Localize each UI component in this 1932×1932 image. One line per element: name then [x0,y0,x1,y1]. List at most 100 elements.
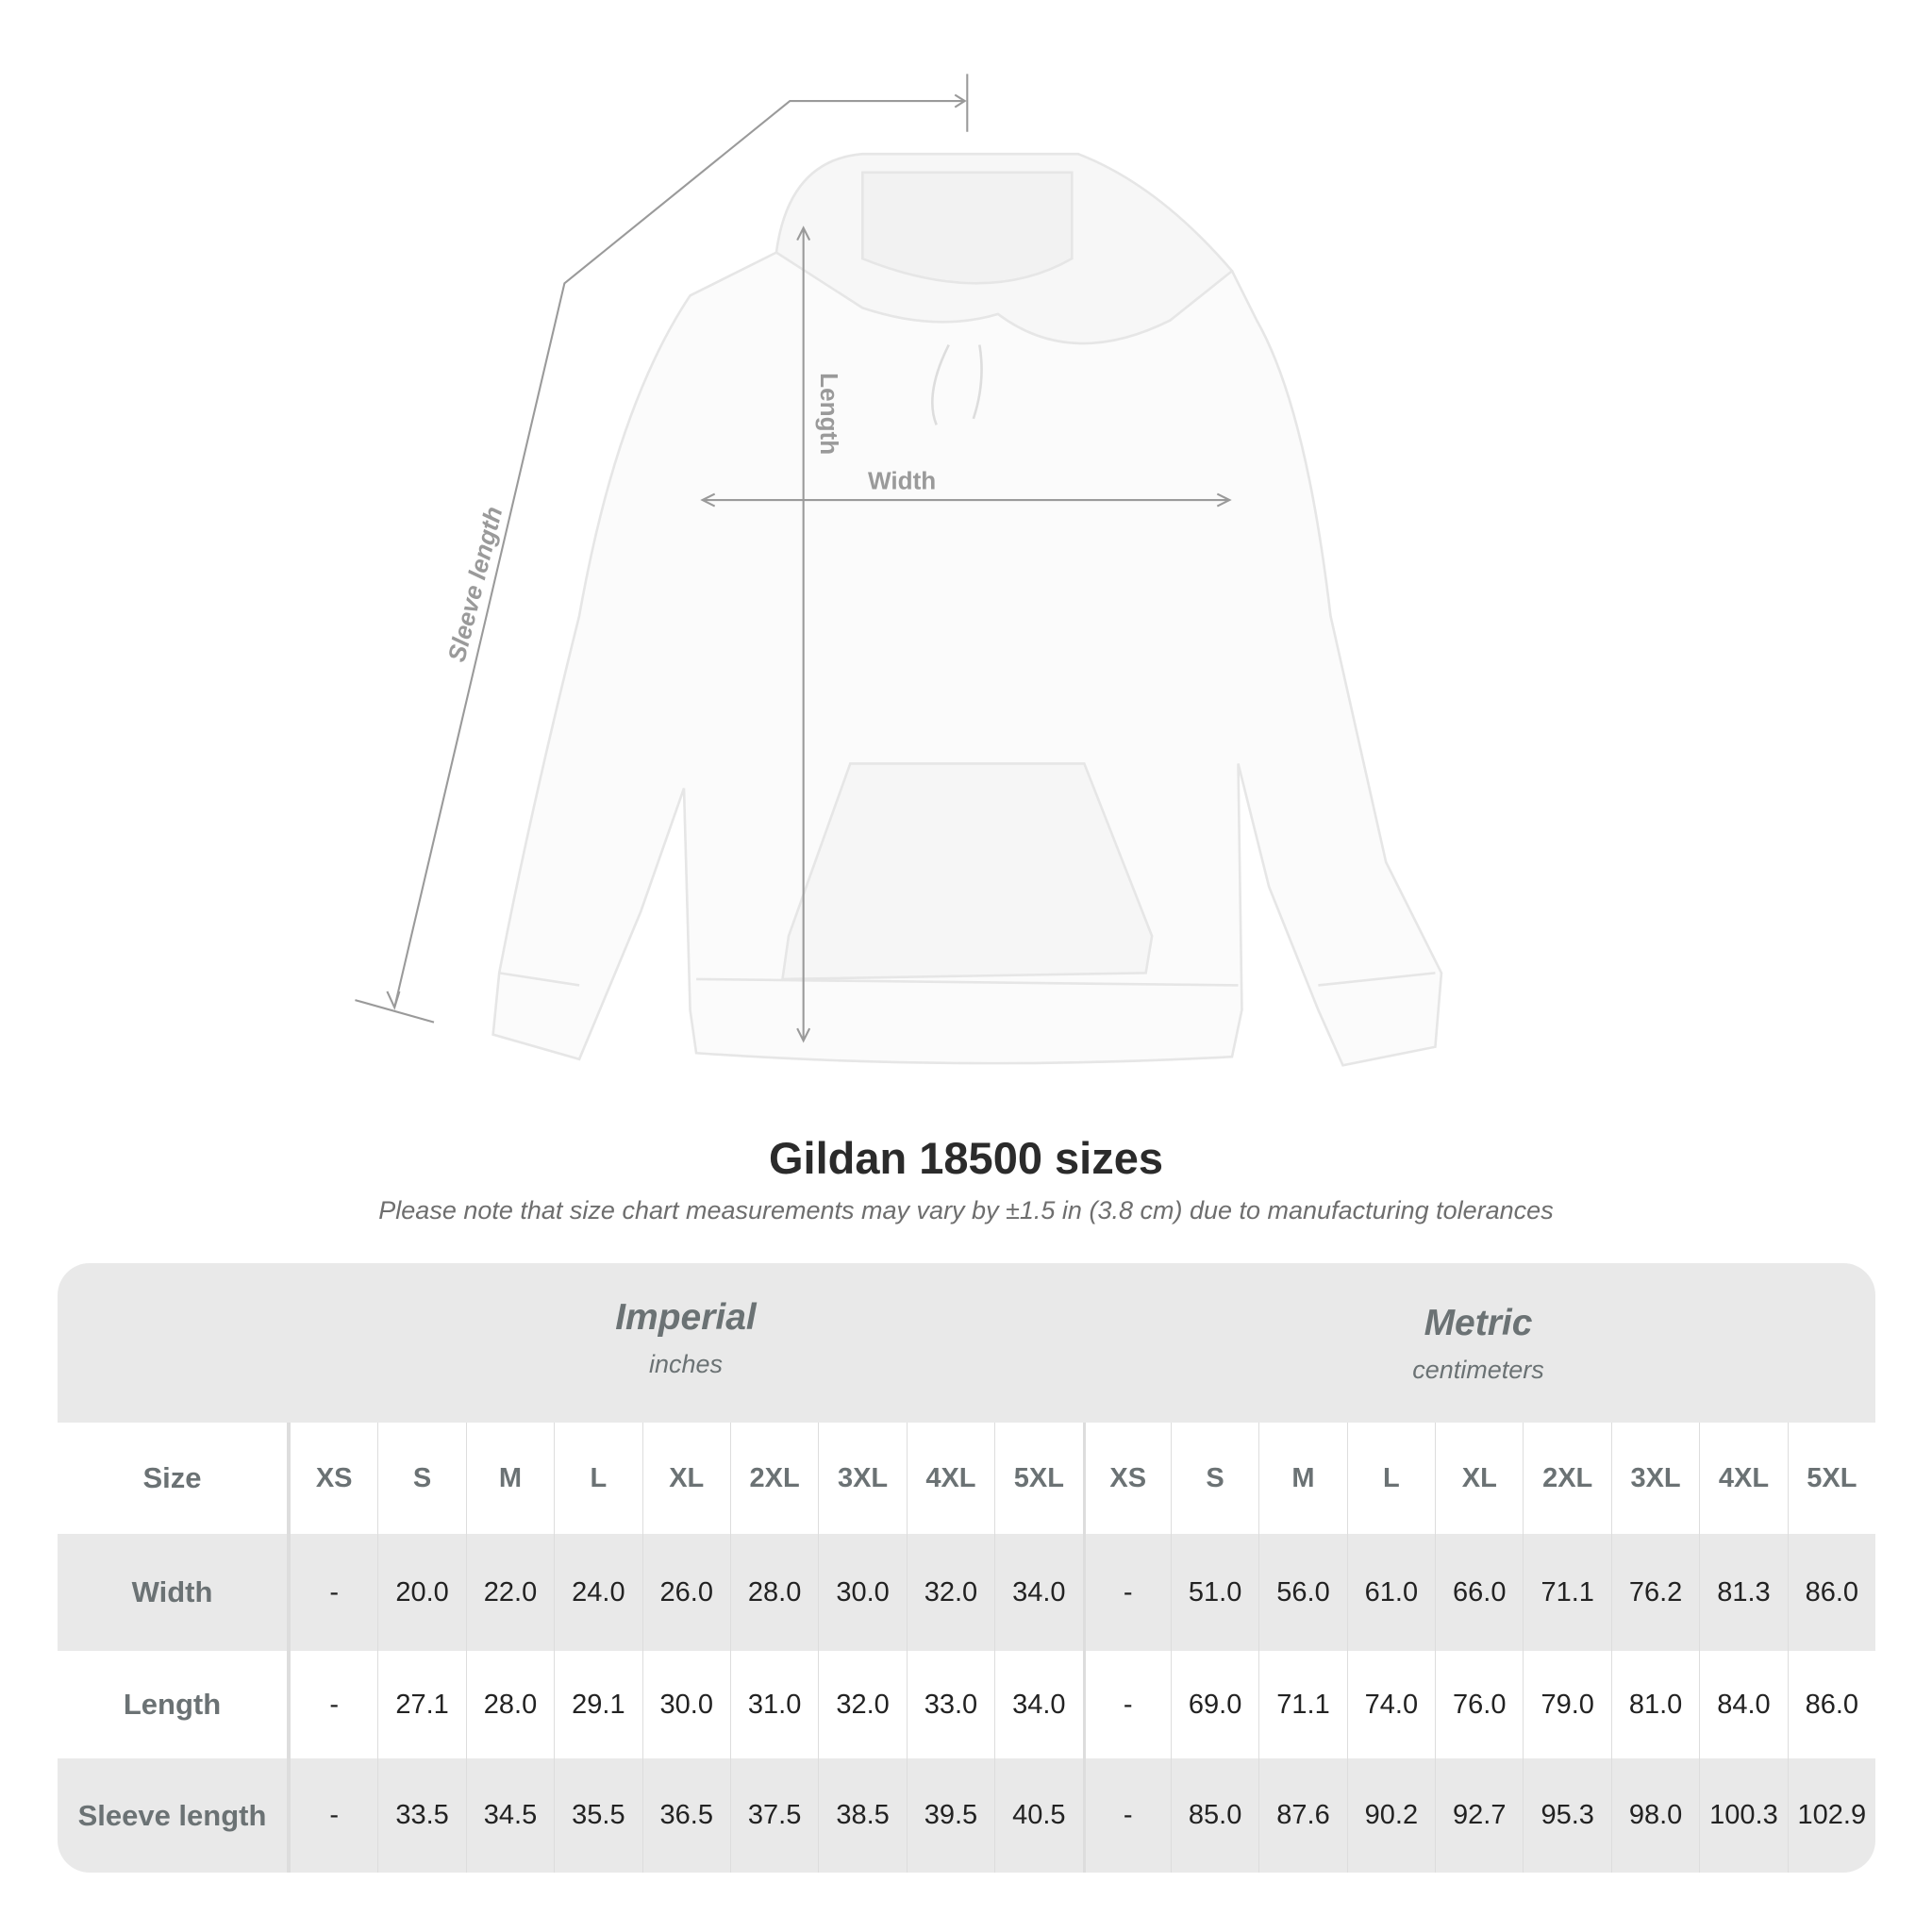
imperial-value-cell: 29.1 [554,1651,641,1758]
imperial-value-cell: 31.0 [729,1651,818,1758]
size-header-cell: 3XL [818,1423,906,1534]
size-header-cell: 2XL [729,1423,818,1534]
metric-unit: centimeters [1412,1356,1544,1384]
metric-value-cell: 81.0 [1610,1651,1699,1758]
metric-value-cell: 71.1 [1523,1534,1610,1651]
row-label: Length [58,1651,290,1758]
imperial-value-cell: - [290,1534,377,1651]
metric-value-cell: 69.0 [1170,1651,1258,1758]
size-header-cell: L [554,1423,641,1534]
metric-value-cell: 76.2 [1610,1534,1699,1651]
chart-title: Gildan 18500 sizes [768,1133,1164,1183]
imperial-value-cell: 30.0 [818,1534,906,1651]
hoodie-diagram: Sleeve length Length Width [355,74,1443,1067]
width-line [700,492,1232,508]
length-line [796,225,811,1043]
metric-value-cell: 79.0 [1523,1651,1610,1758]
imperial-value-cell: 26.0 [641,1534,730,1651]
size-header-cell: 3XL [1610,1423,1699,1534]
imperial-value-cell: 20.0 [377,1534,465,1651]
imperial-value-cell: 28.0 [729,1534,818,1651]
size-header-cell: XS [1082,1423,1171,1534]
metric-value-cell: 61.0 [1346,1534,1435,1651]
imperial-title: Imperial [615,1297,757,1338]
size-table: Imperial inches Metric centimeters Size X… [58,1263,1875,1873]
metric-value-cell: 95.3 [1523,1758,1610,1873]
row-label: Width [58,1534,290,1651]
row-label: Sleeve length [58,1758,290,1873]
imperial-value-cell: - [290,1758,377,1873]
sleeve-length-line [393,100,965,1008]
metric-value-cell: 92.7 [1435,1758,1523,1873]
table-row: Width -20.0 22.0 24.0 26.0 28.0 30.0 32.0 34.0-5… [58,1534,1875,1651]
size-header-cell: XS [290,1423,377,1534]
size-header-cell: M [465,1423,554,1534]
metric-value-cell: 84.0 [1699,1651,1787,1758]
size-header-cell: S [1170,1423,1258,1534]
metric-value-cell: - [1082,1651,1171,1758]
imperial-value-cell: 30.0 [641,1651,730,1758]
metric-value-cell: 81.3 [1699,1534,1787,1651]
size-header-cell: L [1346,1423,1435,1534]
size-header-row: Size XS S M L XL 2XL 3XL 4XL 5XL XS S M L XL 2XL 3XL 4XL 5… [58,1423,1875,1534]
metric-value-cell: 98.0 [1610,1758,1699,1873]
metric-value-cell: - [1082,1534,1171,1651]
size-header-cell: M [1258,1423,1346,1534]
imperial-value-cell: 37.5 [729,1758,818,1873]
imperial-value-cell: 32.0 [818,1651,906,1758]
imperial-header: Imperial inches [290,1297,1082,1379]
imperial-value-cell: 33.0 [906,1651,994,1758]
metric-value-cell: 87.6 [1258,1758,1346,1873]
metric-value-cell: 71.1 [1258,1651,1346,1758]
imperial-value-cell: 36.5 [641,1758,730,1873]
size-header-cell: S [377,1423,465,1534]
metric-title: Metric [1424,1303,1533,1343]
size-header-cell: 5XL [1787,1423,1875,1534]
imperial-value-cell: 34.5 [465,1758,554,1873]
imperial-value-cell: 22.0 [465,1534,554,1651]
imperial-unit: inches [648,1350,724,1378]
imperial-value-cell: 27.1 [377,1651,465,1758]
imperial-value-cell: 39.5 [906,1758,994,1873]
row-label: Size [58,1423,290,1534]
metric-value-cell: - [1082,1758,1171,1873]
metric-value-cell: 85.0 [1170,1758,1258,1873]
metric-value-cell: 90.2 [1346,1758,1435,1873]
chart-subtitle: Please note that size chart measurements… [378,1196,1554,1224]
metric-header: Metric centimeters [1082,1303,1874,1385]
imperial-value-cell: 35.5 [554,1758,641,1873]
table-row: Sleeve length -33.5 34.5 35.5 36.5 37.5 38.5 39… [58,1758,1875,1873]
imperial-value-cell: 34.0 [994,1534,1082,1651]
length-label: Length [815,373,843,455]
metric-value-cell: 86.0 [1787,1534,1875,1651]
size-header-cell: 5XL [994,1423,1082,1534]
metric-value-cell: 102.9 [1787,1758,1875,1873]
table-row: Length -27.1 28.0 29.1 30.0 31.0 32.0 33.0 34.0-… [58,1651,1875,1758]
imperial-value-cell: - [290,1651,377,1758]
imperial-value-cell: 28.0 [465,1651,554,1758]
measurement-lines [355,74,1232,1043]
imperial-value-cell: 34.0 [994,1651,1082,1758]
metric-value-cell: 56.0 [1258,1534,1346,1651]
width-label: Width [868,466,936,494]
table-header: Imperial inches Metric centimeters [58,1263,1875,1423]
hoodie-illustration [491,152,1443,1067]
metric-value-cell: 66.0 [1435,1534,1523,1651]
metric-value-cell: 100.3 [1699,1758,1787,1873]
metric-value-cell: 76.0 [1435,1651,1523,1758]
imperial-value-cell: 33.5 [377,1758,465,1873]
sleeve-length-label: Sleeve length [442,504,508,665]
size-header-cell: XL [1435,1423,1523,1534]
imperial-value-cell: 40.5 [994,1758,1082,1873]
size-header-cell: 2XL [1523,1423,1610,1534]
size-header-cell: 4XL [1699,1423,1787,1534]
imperial-value-cell: 38.5 [818,1758,906,1873]
size-header-cell: XL [641,1423,730,1534]
metric-value-cell: 51.0 [1170,1534,1258,1651]
metric-value-cell: 74.0 [1346,1651,1435,1758]
metric-value-cell: 86.0 [1787,1651,1875,1758]
imperial-value-cell: 32.0 [906,1534,994,1651]
imperial-value-cell: 24.0 [554,1534,641,1651]
size-header-cell: 4XL [906,1423,994,1534]
